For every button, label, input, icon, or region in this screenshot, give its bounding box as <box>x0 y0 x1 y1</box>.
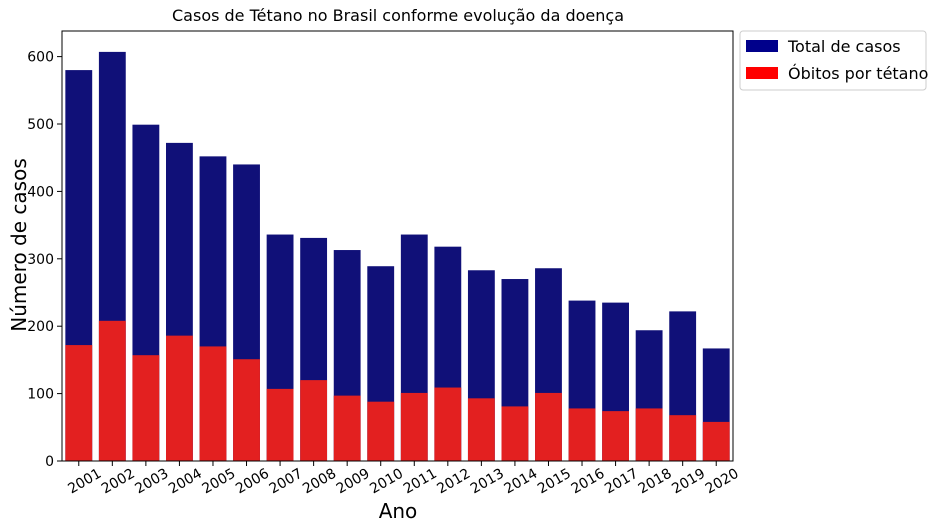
legend-box <box>739 30 927 91</box>
x-tick-label: 2007 <box>267 466 306 498</box>
bar-deaths-2008 <box>300 380 328 461</box>
x-axis-label: Ano <box>379 499 418 523</box>
bar-deaths-2010 <box>367 401 395 461</box>
y-tick-label: 300 <box>27 252 54 268</box>
legend-swatch <box>746 67 778 79</box>
bar-deaths-2013 <box>467 398 495 461</box>
x-tick-label: 2001 <box>65 466 104 498</box>
legend-label: Óbitos por tétano <box>788 64 928 83</box>
legend: Total de casos Óbitos por tétano <box>739 30 928 91</box>
bar-deaths-2011 <box>400 392 428 461</box>
x-tick-label: 2014 <box>501 466 540 498</box>
x-tick-label: 2005 <box>200 466 239 498</box>
bar-deaths-2015 <box>535 392 562 461</box>
plot-frame <box>61 30 734 462</box>
x-tick-label: 2009 <box>334 466 373 498</box>
chart-title: Casos de Tétano no Brasil conforme evolu… <box>172 6 624 25</box>
series-deaths-bars <box>65 320 730 461</box>
x-tick-label: 2004 <box>166 466 205 498</box>
x-tick-label: 2013 <box>468 466 507 498</box>
x-tick-label: 2002 <box>99 466 138 498</box>
x-tick-label: 2015 <box>535 466 574 498</box>
bar-deaths-2017 <box>602 411 629 461</box>
bar-deaths-2004 <box>166 335 193 461</box>
x-tick-label: 2017 <box>602 466 641 498</box>
bar-deaths-2018 <box>635 408 663 461</box>
bar-deaths-2001 <box>65 345 93 461</box>
x-tick-label: 2006 <box>233 466 272 498</box>
bar-deaths-2019 <box>669 415 697 461</box>
x-tick-label: 2010 <box>367 466 406 498</box>
x-tick-label: 2012 <box>434 466 473 498</box>
y-axis-label: Número de casos <box>7 158 31 332</box>
x-tick-label: 2011 <box>401 466 440 498</box>
x-tick-label: 2008 <box>300 466 339 498</box>
bar-deaths-2005 <box>199 346 227 461</box>
y-tick-label: 600 <box>27 50 54 66</box>
bar-deaths-2012 <box>434 387 462 461</box>
y-tick-label: 500 <box>27 117 54 133</box>
bar-deaths-2009 <box>333 395 361 461</box>
bar-deaths-2016 <box>568 408 596 461</box>
bar-deaths-2006 <box>233 359 260 461</box>
y-tick-label: 0 <box>45 454 54 470</box>
x-tick-label: 2020 <box>703 466 742 498</box>
x-tick-label: 2016 <box>569 466 608 498</box>
y-tick-label: 100 <box>27 387 54 403</box>
x-tick-label: 2003 <box>132 466 171 498</box>
bar-deaths-2020 <box>702 421 730 461</box>
legend-label: Total de casos <box>787 37 901 56</box>
series-total-bars <box>65 51 730 462</box>
x-tick-label: 2018 <box>636 466 675 498</box>
y-tick-label: 200 <box>27 319 54 335</box>
bar-deaths-2002 <box>98 320 126 461</box>
x-tick-label: 2019 <box>669 466 708 498</box>
bar-deaths-2003 <box>132 355 160 461</box>
legend-swatch <box>746 40 778 52</box>
bar-deaths-2007 <box>266 388 294 461</box>
y-tick-label: 400 <box>27 184 54 200</box>
bar-deaths-2014 <box>501 406 529 461</box>
